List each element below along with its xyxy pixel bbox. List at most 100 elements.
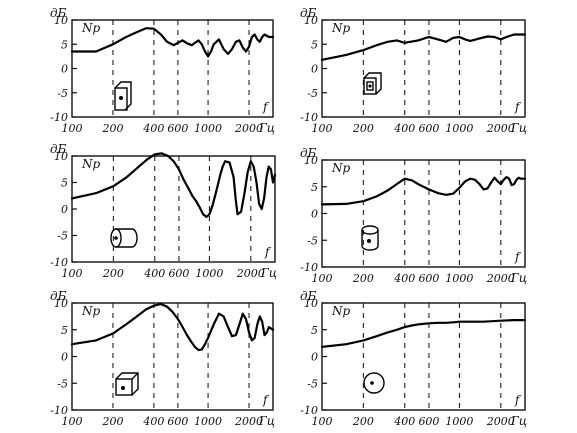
corner-label: f — [514, 393, 522, 407]
x-unit-label: Гц — [258, 414, 275, 428]
plot-frame — [71, 302, 274, 411]
y-tick-label: 5 — [311, 181, 318, 194]
y-unit-label: дБ — [50, 142, 67, 156]
x-tick-label: 200 — [352, 272, 374, 285]
plot-frame — [321, 159, 526, 268]
x-tick-label: 400 — [393, 415, 415, 428]
x-unit-label: Гц — [510, 414, 527, 428]
y-tick-label: -10 — [50, 111, 68, 124]
x-tick-label: 600 — [418, 272, 439, 285]
x-tick-label: 100 — [62, 415, 83, 428]
x-tick-label: 600 — [167, 122, 188, 135]
x-tick-label: 2000 — [234, 122, 263, 135]
corner-label: f — [514, 100, 522, 114]
response-curve — [70, 27, 275, 58]
x-tick-label: 1000 — [194, 415, 222, 428]
corner-label: f — [262, 100, 270, 114]
y-tick-label: 10 — [304, 154, 318, 167]
y-tick-label: 5 — [311, 38, 318, 51]
y-tick-label: 0 — [311, 351, 318, 364]
x-tick-label: 600 — [167, 415, 188, 428]
x-tick-label: 400 — [142, 122, 164, 135]
y-tick-label: 10 — [304, 14, 318, 27]
x-unit-label: Гц — [260, 266, 277, 280]
x-tick-label: 100 — [312, 272, 333, 285]
y-tick-label: -5 — [307, 234, 318, 247]
x-tick-label: 600 — [168, 267, 189, 280]
y-tick-label: -10 — [50, 256, 68, 269]
y-tick-label: 5 — [61, 324, 68, 337]
series-label: Np — [81, 157, 101, 171]
x-tick-label: 2000 — [236, 267, 265, 280]
x-tick-label: 100 — [62, 267, 83, 280]
y-tick-label: -5 — [307, 377, 318, 390]
y-unit-label: дБ — [50, 6, 67, 20]
x-tick-label: 1000 — [445, 415, 473, 428]
x-unit-label: Гц — [510, 271, 527, 285]
x-tick-label: 400 — [393, 122, 415, 135]
y-tick-label: 5 — [61, 177, 68, 190]
x-tick-label: 100 — [62, 122, 83, 135]
y-tick-label: 10 — [54, 297, 68, 310]
cylinder-side-dot-icon — [110, 228, 138, 248]
x-tick-label: 1000 — [194, 122, 222, 135]
x-tick-label: 1000 — [445, 122, 473, 135]
series-label: Np — [81, 21, 101, 35]
y-tick-label: 0 — [311, 63, 318, 76]
box-front-dot-icon — [114, 81, 132, 111]
y-tick-label: -10 — [50, 404, 68, 417]
y-unit-label: дБ — [300, 289, 317, 303]
response-curve — [320, 33, 527, 61]
response-curve — [70, 152, 277, 218]
y-tick-label: -10 — [300, 111, 318, 124]
corner-label: f — [264, 245, 272, 259]
response-curve — [320, 319, 527, 348]
cylinder-upright-dot-icon — [361, 225, 379, 251]
x-tick-label: 2000 — [486, 272, 515, 285]
y-tick-label: 5 — [311, 324, 318, 337]
x-tick-label: 1000 — [195, 267, 223, 280]
x-tick-label: 400 — [393, 272, 415, 285]
y-tick-label: 0 — [61, 351, 68, 364]
x-unit-label: Гц — [510, 121, 527, 135]
y-tick-label: -10 — [300, 404, 318, 417]
y-unit-label: дБ — [50, 289, 67, 303]
x-tick-label: 200 — [352, 122, 374, 135]
x-unit-label: Гц — [258, 121, 275, 135]
y-tick-label: 10 — [54, 150, 68, 163]
plot-frame — [71, 19, 274, 118]
y-tick-label: -5 — [57, 377, 68, 390]
y-tick-label: 0 — [61, 63, 68, 76]
corner-label: f — [514, 250, 522, 264]
plot-frame — [71, 155, 276, 263]
x-tick-label: 200 — [101, 122, 123, 135]
series-label: Np — [331, 21, 351, 35]
series-label: Np — [81, 304, 101, 318]
y-tick-label: -10 — [300, 261, 318, 274]
y-tick-label: 0 — [311, 208, 318, 221]
cube-dot-icon — [115, 372, 139, 396]
plot-frame — [321, 19, 526, 118]
y-unit-label: дБ — [300, 6, 317, 20]
plot-frame — [321, 302, 526, 411]
y-unit-label: дБ — [300, 146, 317, 160]
y-tick-label: 5 — [61, 38, 68, 51]
x-tick-label: 200 — [352, 415, 374, 428]
x-tick-label: 1000 — [445, 272, 473, 285]
y-tick-label: -5 — [57, 230, 68, 243]
sphere-dot-icon — [363, 372, 385, 394]
corner-label: f — [262, 393, 270, 407]
x-tick-label: 2000 — [486, 122, 515, 135]
x-tick-label: 400 — [143, 267, 165, 280]
series-label: Np — [331, 161, 351, 175]
y-tick-label: 0 — [61, 203, 68, 216]
x-tick-label: 100 — [312, 122, 333, 135]
response-curve — [320, 176, 527, 206]
